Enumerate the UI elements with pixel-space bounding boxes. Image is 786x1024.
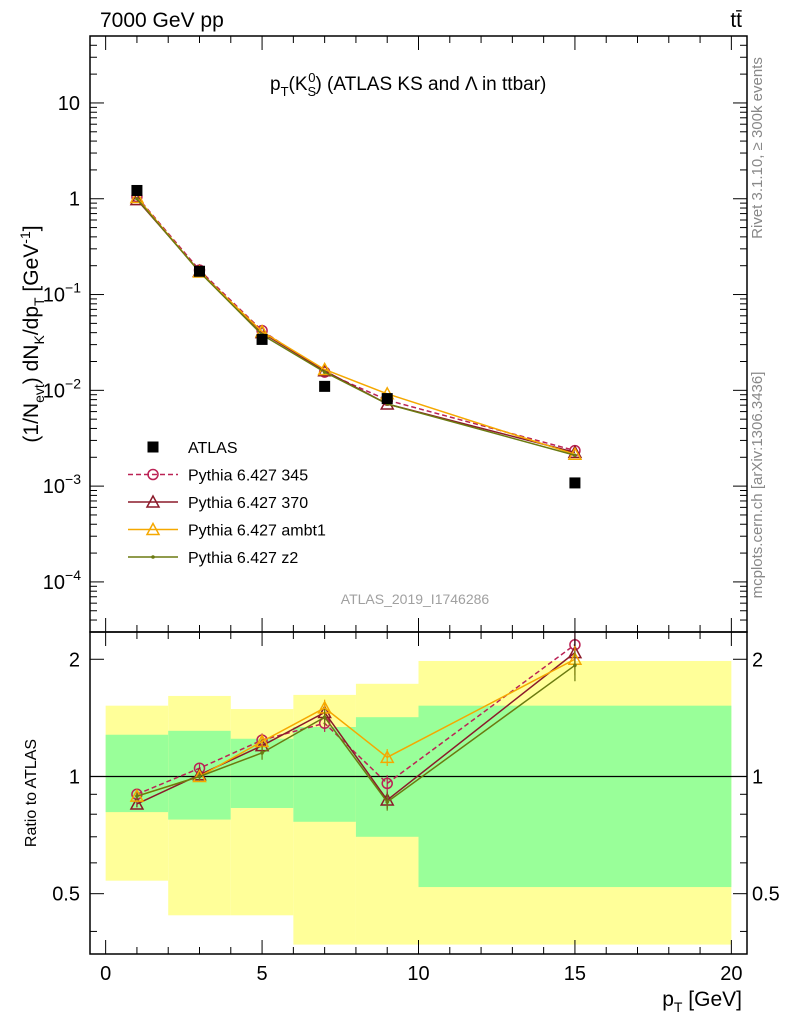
x-tick-label: 15	[564, 963, 586, 985]
rivet-label: Rivet 3.1.10, ≥ 300k events	[749, 57, 766, 239]
ratio-y-tick-label-right: 2	[752, 649, 763, 671]
main-frame	[89, 35, 748, 633]
series-line-pythia-6-427-370	[136, 199, 576, 454]
data-point-pythia-6-427-370	[567, 444, 583, 459]
data-point-atlas	[256, 333, 268, 345]
ratio-y-tick-label: 1	[69, 766, 80, 788]
ratio-y-tick-label-right: 1	[752, 766, 763, 788]
analysis-id: ATLAS_2019_I1746286	[341, 591, 490, 607]
data-point-pythia-6-427-z2	[322, 370, 327, 374]
data-point-pythia-6-427-z2	[135, 196, 139, 201]
legend-label-pythia-6-427-z2: Pythia 6.427 z2	[188, 550, 298, 567]
main-panel: pT(KS0) (ATLAS KS and Λ in ttbar) ATLAS_…	[17, 35, 748, 633]
data-point-atlas	[569, 477, 581, 489]
series-line-pythia-6-427-ambt1	[136, 197, 576, 455]
y-tick-label: 10−3	[43, 471, 81, 498]
plot-title: pT(KS0) (ATLAS KS and Λ in ttbar)	[270, 70, 546, 99]
legend: ATLAS Pythia 6.427 345 Pythia 6.427 370 Pyt…	[128, 440, 326, 567]
ratio-y-axis-label: Ratio to ATLAS	[23, 739, 40, 847]
x-tick-label: 10	[407, 963, 429, 985]
ratio-point-pythia-6-427-ambt1	[379, 749, 395, 764]
legend-marker-pythia-6-427-370	[145, 494, 161, 508]
legend-label-pythia-6-427-345: Pythia 6.427 345	[188, 468, 308, 485]
legend-label-pythia-6-427-ambt1: Pythia 6.427 ambt1	[188, 523, 326, 540]
y-tick-label: 10−2	[43, 375, 81, 402]
data-point-atlas	[131, 184, 143, 196]
data-point-atlas	[319, 380, 331, 392]
x-axis-label: pT [GeV]	[662, 988, 742, 1015]
legend-marker-pythia-6-427-ambt1	[145, 521, 161, 536]
ratio-point-pythia-6-427-370	[129, 796, 145, 810]
ratio-y-tick-label-right: 0.5	[752, 884, 780, 906]
x-tick-label: 20	[720, 963, 742, 985]
data-point-atlas	[381, 393, 393, 405]
data-point-atlas	[194, 265, 205, 277]
main-y-axis-label: (1/Nevt) dNK/dpT [GeV-1]	[17, 225, 47, 442]
ratio-line-pythia-6-427-z2	[136, 664, 576, 804]
data-point-pythia-6-427-ambt1	[129, 189, 145, 204]
legend-marker-pythia-6-427-345	[147, 468, 159, 481]
y-tick-label: 10−4	[43, 567, 81, 594]
ratio-point-pythia-6-427-z2	[135, 794, 139, 798]
ratio-point-pythia-6-427-z2	[197, 774, 202, 779]
ratio-point-pythia-6-427-z2	[573, 663, 577, 668]
series-line-pythia-6-427-z2	[136, 198, 576, 456]
x-tick-label: 0	[100, 963, 111, 985]
ratio-y-tick-label: 2	[69, 649, 80, 671]
energy-label: 7000 GeV pp	[100, 9, 224, 32]
ratio-panel: 0 5 10 15 20 0.5 0.5 1 1 2 2 Ratio to ATLAS pT [Ge…	[23, 631, 780, 1015]
data-point-pythia-6-427-370	[129, 192, 145, 206]
uncertainty-band-inner	[418, 705, 732, 888]
legend-marker-pythia-6-427-z2	[151, 555, 155, 559]
ratio-line-pythia-6-427-345	[136, 644, 576, 795]
uncertainty-band-inner	[293, 726, 356, 822]
data-point-pythia-6-427-z2	[573, 453, 577, 458]
data-point-pythia-6-427-ambt1	[317, 361, 332, 376]
ratio-y-tick-label: 0.5	[52, 884, 80, 906]
legend-label-atlas: ATLAS	[188, 440, 238, 457]
ratio-point-pythia-6-427-z2	[260, 751, 264, 755]
x-tick-label: 5	[257, 963, 268, 985]
legend-label-pythia-6-427-370: Pythia 6.427 370	[188, 495, 308, 512]
y-tick-label: 1	[69, 189, 80, 211]
ratio-point-pythia-6-427-z2	[385, 800, 390, 804]
process-label: tt̄	[730, 9, 742, 32]
y-tick-label: 10	[58, 93, 80, 115]
y-tick-label: 10−1	[43, 280, 81, 307]
ratio-point-pythia-6-427-345	[381, 777, 393, 790]
mcplots-label: mcplots.cern.ch [arXiv:1306.3436]	[749, 372, 766, 599]
series-line-pythia-6-427-345	[136, 196, 576, 452]
legend-marker-atlas	[147, 441, 159, 453]
ratio-point-pythia-6-427-z2	[322, 715, 327, 719]
